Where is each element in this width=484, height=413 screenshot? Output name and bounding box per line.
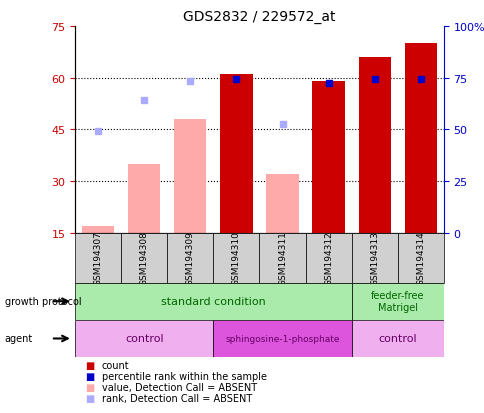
Title: GDS2832 / 229572_at: GDS2832 / 229572_at bbox=[183, 10, 335, 24]
Bar bbox=[358, 58, 390, 233]
Text: ■: ■ bbox=[85, 393, 94, 403]
Bar bbox=[75, 283, 351, 320]
Text: GSM194312: GSM194312 bbox=[323, 231, 333, 285]
Text: agent: agent bbox=[5, 334, 33, 344]
Text: GSM194308: GSM194308 bbox=[139, 231, 149, 285]
Text: ■: ■ bbox=[85, 371, 94, 381]
Text: GSM194307: GSM194307 bbox=[93, 231, 103, 285]
Text: ■: ■ bbox=[85, 360, 94, 370]
Text: control: control bbox=[125, 334, 163, 344]
Text: sphingosine-1-phosphate: sphingosine-1-phosphate bbox=[225, 334, 339, 343]
Text: ■: ■ bbox=[85, 382, 94, 392]
Text: rank, Detection Call = ABSENT: rank, Detection Call = ABSENT bbox=[102, 393, 252, 403]
Bar bbox=[351, 320, 443, 357]
Bar bbox=[128, 164, 160, 233]
Text: GSM194314: GSM194314 bbox=[415, 231, 424, 285]
Bar bbox=[404, 44, 436, 233]
Text: standard condition: standard condition bbox=[161, 297, 265, 306]
Text: feeder-free
Matrigel: feeder-free Matrigel bbox=[370, 291, 424, 312]
Text: control: control bbox=[378, 334, 416, 344]
Bar bbox=[82, 226, 114, 233]
Bar bbox=[259, 233, 305, 283]
Text: GSM194310: GSM194310 bbox=[231, 231, 241, 285]
Text: count: count bbox=[102, 360, 129, 370]
Text: percentile rank within the sample: percentile rank within the sample bbox=[102, 371, 266, 381]
Bar bbox=[305, 233, 351, 283]
Bar bbox=[213, 233, 259, 283]
Bar bbox=[167, 233, 213, 283]
Bar bbox=[121, 233, 167, 283]
Text: GSM194311: GSM194311 bbox=[277, 231, 287, 285]
Text: value, Detection Call = ABSENT: value, Detection Call = ABSENT bbox=[102, 382, 257, 392]
Bar bbox=[213, 320, 351, 357]
Bar bbox=[220, 75, 252, 233]
Bar bbox=[75, 233, 121, 283]
Text: GSM194309: GSM194309 bbox=[185, 231, 195, 285]
Bar bbox=[266, 175, 298, 233]
Bar bbox=[75, 320, 213, 357]
Bar bbox=[351, 283, 443, 320]
Bar bbox=[312, 82, 344, 233]
Bar bbox=[351, 233, 397, 283]
Text: GSM194313: GSM194313 bbox=[369, 231, 378, 285]
Bar bbox=[174, 120, 206, 233]
Bar bbox=[397, 233, 443, 283]
Text: growth protocol: growth protocol bbox=[5, 297, 81, 306]
